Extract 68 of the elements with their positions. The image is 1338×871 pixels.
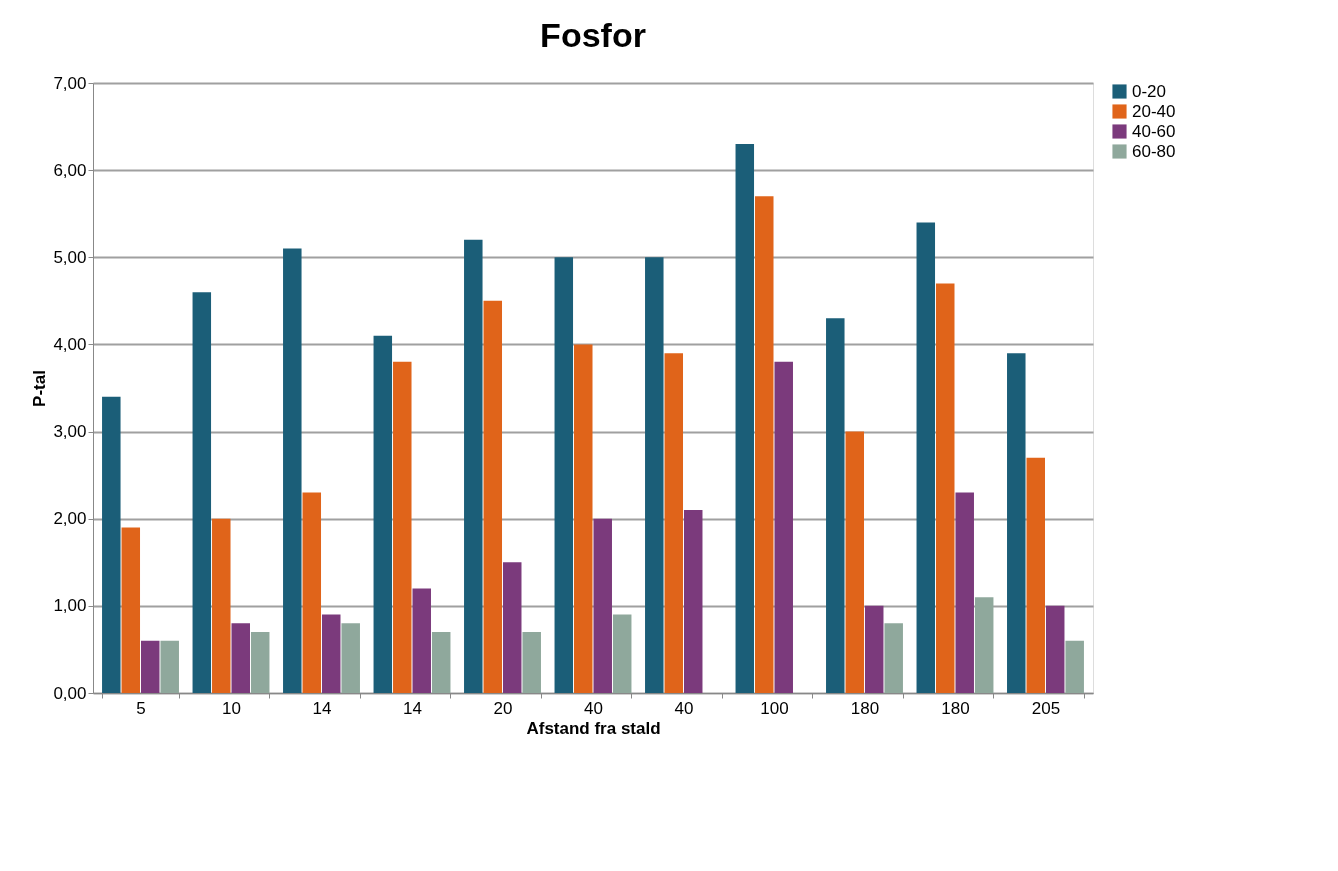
y-axis-title: P-tal [30,370,50,407]
y-tick-label: 4,00 [53,334,87,354]
bar [1065,640,1084,693]
bar [412,588,431,693]
x-tick-label: 20 [493,698,513,718]
y-tick-label: 6,00 [53,160,87,180]
y-tick-label: 7,00 [53,73,87,93]
legend-label: 0-20 [1132,81,1167,101]
x-tick-label: 205 [1031,698,1061,718]
bar [483,300,503,693]
bar [431,632,451,693]
x-axis-title: Afstand fra stald [526,718,661,738]
legend-label: 60-80 [1132,141,1176,161]
x-tick-label: 14 [312,698,332,718]
x-tick-label: 10 [222,698,241,718]
bar [593,518,612,693]
y-tick-label: 5,00 [53,247,87,267]
bar [160,640,179,693]
bar [1007,353,1026,693]
bar [250,632,270,693]
bar [845,431,865,693]
bar [574,344,593,693]
legend-label: 20-40 [1132,101,1176,121]
x-tick-label: 40 [674,698,694,718]
bar [321,614,341,693]
legend-label: 40-60 [1132,121,1176,141]
x-tick-label: 180 [850,698,880,718]
bar [1026,457,1045,693]
bar [864,605,884,693]
bar [121,527,141,693]
y-tick-label: 0,00 [53,683,87,703]
bar [192,292,212,693]
bar [916,222,936,693]
bar [936,283,955,693]
bar [373,335,393,693]
bar [1045,605,1065,693]
bar [464,239,483,693]
bar [974,597,994,693]
bar [231,623,250,693]
bar [664,353,684,693]
bar [612,614,632,693]
bar [502,562,522,693]
x-tick-label: 180 [941,698,970,718]
bar [341,623,360,693]
bar [212,518,231,693]
y-tick-label: 2,00 [53,509,87,529]
bar [141,640,160,693]
bar [955,492,974,693]
bar [826,318,845,693]
x-tick-label: 100 [760,698,789,718]
bar [102,396,121,693]
y-tick-label: 3,00 [53,422,87,442]
bar [283,248,302,693]
bar [735,144,755,693]
bar [522,632,541,693]
chart-title: Fosfor [540,16,646,54]
bar [683,510,703,693]
y-tick-label: 1,00 [53,596,87,616]
bar [393,361,412,693]
bar [755,196,774,693]
bar [302,492,322,693]
bar [774,361,793,693]
bar [884,623,903,693]
bar [645,257,664,693]
x-tick-label: 5 [136,698,146,718]
bar [554,257,574,693]
x-tick-label: 14 [403,698,422,718]
x-tick-label: 40 [584,698,603,718]
